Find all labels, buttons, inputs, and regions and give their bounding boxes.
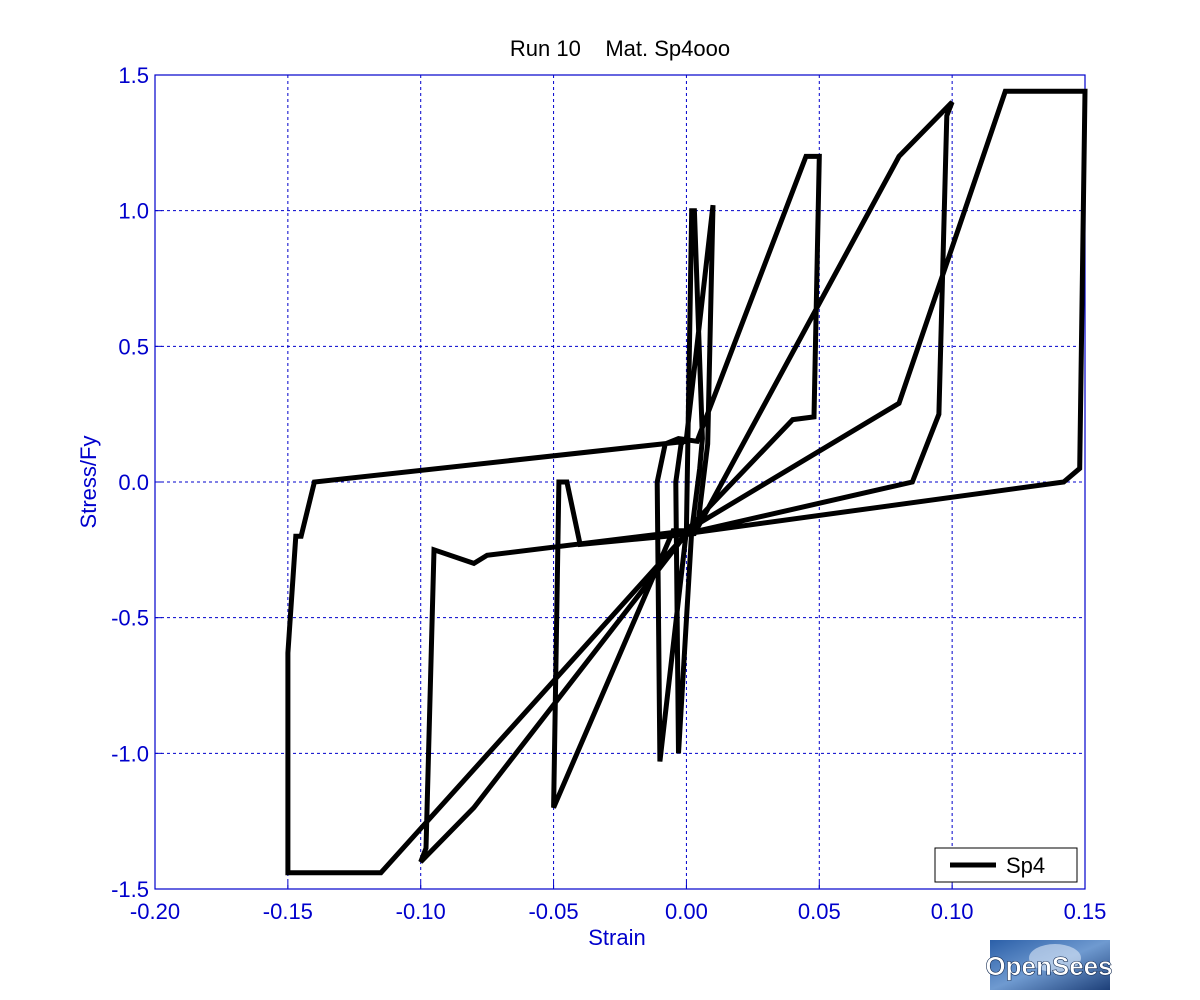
x-tick-label: 0.15 — [1064, 899, 1107, 924]
x-tick-label: 0.00 — [665, 899, 708, 924]
y-tick-label: 0.5 — [118, 334, 149, 359]
chart-title: Run 10 Mat. Sp4ooo — [510, 36, 730, 61]
plot-area-border — [154, 74, 1086, 890]
legend-label-sp4: Sp4 — [1006, 853, 1045, 878]
y-tick-label: -1.5 — [111, 877, 149, 902]
x-tick-label: -0.20 — [130, 899, 180, 924]
opensees-logo: OpenSees — [985, 940, 1113, 990]
series-layer — [285, 88, 1088, 876]
x-tick-label: -0.05 — [528, 899, 578, 924]
x-tick-label: 0.10 — [931, 899, 974, 924]
x-tick-label: -0.15 — [263, 899, 313, 924]
x-axis-label: Strain — [588, 925, 645, 950]
legend: Sp4 — [934, 847, 1078, 883]
x-tick-label: 0.05 — [798, 899, 841, 924]
opensees-logo-text: OpenSees — [985, 951, 1112, 981]
y-tick-label: -0.5 — [111, 606, 149, 631]
y-axis-label: Stress/Fy — [76, 436, 101, 529]
y-tick-label: 0.0 — [118, 470, 149, 495]
series-line-sp4 — [285, 88, 1088, 876]
y-tick-label: 1.0 — [118, 199, 149, 224]
x-tick-label: -0.10 — [396, 899, 446, 924]
y-tick-label: -1.0 — [111, 741, 149, 766]
x-tick-labels: -0.20 -0.15 -0.10 -0.05 0.00 0.05 0.10 0.15 — [130, 899, 1106, 924]
y-tick-labels: -1.5 -1.0 -0.5 0.0 0.5 1.0 1.5 — [111, 63, 149, 902]
y-tick-label: 1.5 — [118, 63, 149, 88]
